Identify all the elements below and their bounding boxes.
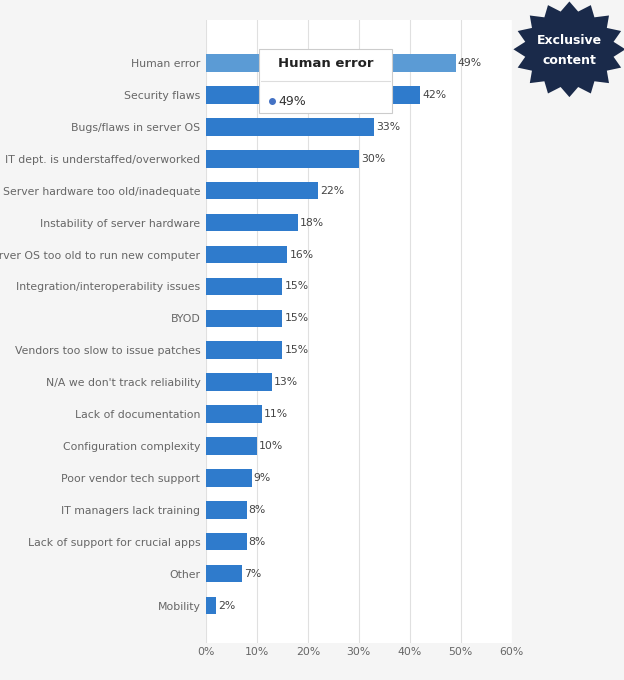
Text: 49%: 49% [457, 58, 482, 68]
Bar [206, 469, 251, 487]
Text: 2%: 2% [218, 600, 235, 611]
Bar [206, 565, 241, 582]
Text: Human error: Human error [278, 58, 373, 71]
Bar [206, 373, 272, 391]
Text: 9%: 9% [254, 473, 271, 483]
Text: 16%: 16% [290, 250, 314, 260]
Bar [206, 86, 420, 104]
Text: 7%: 7% [243, 568, 261, 579]
Text: 13%: 13% [274, 377, 298, 387]
Text: 15%: 15% [285, 345, 308, 355]
Text: 49%: 49% [279, 95, 306, 108]
Text: 8%: 8% [249, 505, 266, 515]
Text: Exclusive: Exclusive [537, 34, 602, 47]
Text: 10%: 10% [259, 441, 283, 451]
Bar [206, 214, 298, 231]
Bar [206, 277, 282, 295]
Bar [206, 597, 216, 614]
FancyBboxPatch shape [260, 49, 392, 112]
Text: 30%: 30% [361, 154, 385, 164]
Bar [206, 150, 359, 167]
Text: 42%: 42% [422, 90, 446, 100]
Text: 18%: 18% [300, 218, 324, 228]
Bar [206, 245, 288, 263]
Bar [206, 533, 246, 551]
Bar [206, 309, 282, 327]
Text: 33%: 33% [376, 122, 400, 132]
Bar [206, 118, 374, 135]
Polygon shape [514, 1, 624, 97]
Text: 8%: 8% [249, 537, 266, 547]
Text: content: content [542, 54, 597, 67]
Bar [206, 437, 257, 455]
Bar [206, 54, 456, 72]
Text: 15%: 15% [285, 313, 308, 323]
Bar [206, 405, 262, 423]
Bar [206, 501, 246, 519]
Text: 11%: 11% [264, 409, 288, 419]
Bar [206, 341, 282, 359]
Text: 22%: 22% [320, 186, 344, 196]
Text: 15%: 15% [285, 282, 308, 292]
Bar [206, 182, 318, 199]
